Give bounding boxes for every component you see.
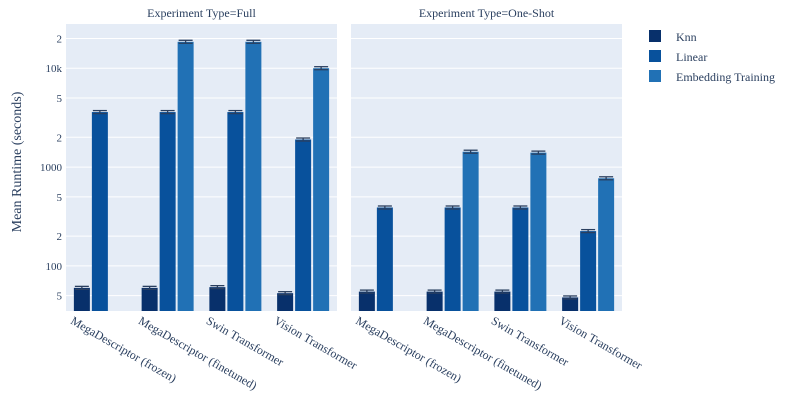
bar-knn (73, 287, 90, 311)
error-bar (427, 289, 442, 294)
error-bar (599, 176, 614, 181)
legend-label: Knn (676, 30, 697, 44)
y-tick-label: 5 (57, 192, 63, 204)
error-bar (495, 289, 510, 294)
category-label: Vision Transformer (272, 313, 360, 372)
bar-knn (426, 291, 443, 311)
bar-linear (91, 112, 108, 312)
bar-linear (512, 207, 529, 311)
bar-knn (209, 287, 226, 311)
error-bar (463, 149, 478, 154)
legend-item-linear: Linear (649, 50, 707, 64)
error-bar (178, 39, 193, 44)
error-bar (92, 109, 107, 115)
bar-embedding-training (462, 151, 479, 311)
error-bar (314, 66, 329, 71)
category-label: MegaDescriptor (finetuned) (136, 313, 259, 392)
bar-knn (562, 297, 579, 311)
bar-knn (141, 287, 158, 311)
bar-linear (444, 207, 461, 311)
bar-embedding-training (245, 41, 262, 311)
error-bar (160, 109, 175, 115)
y-tick-label: 2 (57, 33, 63, 45)
y-tick-label: 10k (46, 63, 63, 75)
error-bar (513, 205, 528, 210)
y-tick-label: 1000 (40, 162, 63, 174)
legend-item-knn: Knn (649, 30, 697, 44)
bar-embedding-training (313, 68, 330, 312)
bar-knn (277, 293, 294, 311)
bar-linear (159, 112, 176, 312)
y-axis-label: Mean Runtime (seconds) (10, 91, 25, 232)
panel-2: Experiment Type=One-Shot MegaDescriptor (… (351, 6, 645, 393)
error-bar (74, 285, 89, 291)
error-bar (531, 150, 546, 155)
error-bar (563, 295, 578, 300)
error-bar (142, 285, 157, 291)
legend-swatch (649, 50, 661, 62)
y-tick-label: 2 (57, 231, 63, 243)
bar-knn (494, 291, 511, 311)
bar-embedding-training (530, 152, 547, 311)
error-bar (296, 137, 311, 142)
category-label: MegaDescriptor (finetuned) (421, 313, 544, 392)
error-bar (359, 289, 374, 294)
y-tick-label: 5 (57, 291, 63, 303)
panel-title: Experiment Type=Full (147, 6, 256, 20)
panel-title: Experiment Type=One-Shot (419, 6, 555, 20)
error-bar (445, 205, 460, 210)
error-bar (246, 39, 261, 44)
error-bar (278, 291, 293, 296)
bar-linear (227, 112, 244, 312)
bar-linear (295, 139, 312, 311)
bar-embedding-training (177, 41, 194, 311)
legend-label: Linear (676, 50, 707, 64)
legend: Knn Linear Embedding Training (649, 30, 775, 84)
legend-swatch (649, 30, 661, 42)
bar-linear (580, 231, 597, 311)
y-tick-label: 5 (57, 93, 63, 105)
error-bar (581, 228, 596, 234)
bar-linear (376, 207, 393, 311)
error-bar (210, 284, 225, 290)
error-bar (377, 205, 392, 210)
legend-label: Embedding Training (676, 70, 775, 84)
bar-knn (358, 291, 375, 311)
legend-swatch (649, 70, 661, 82)
y-tick-label: 100 (46, 261, 63, 273)
error-bar (228, 109, 243, 115)
category-label: Vision Transformer (557, 313, 645, 372)
y-tick-label: 2 (57, 132, 63, 144)
bar-embedding-training (598, 178, 615, 311)
legend-item-embedding-training: Embedding Training (649, 70, 775, 84)
